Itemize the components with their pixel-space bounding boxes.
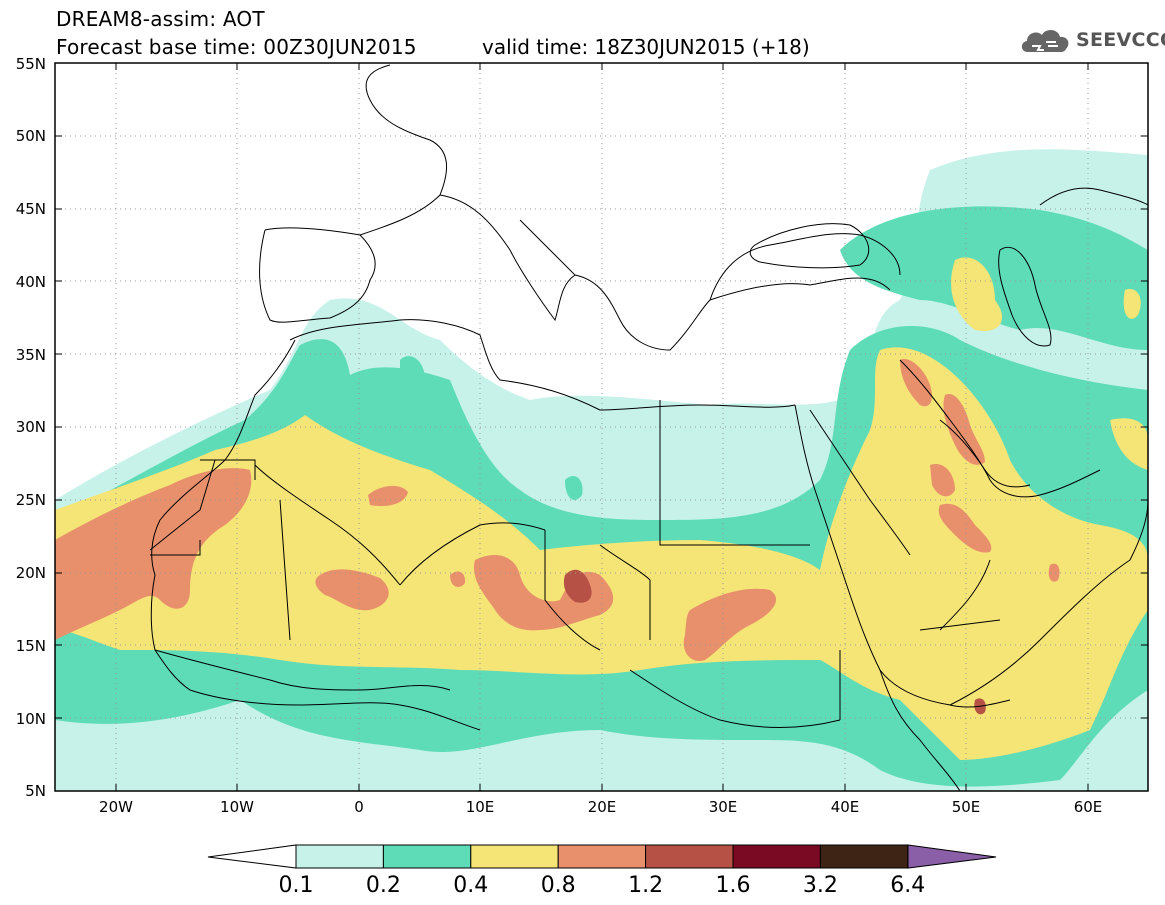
lon-label: 10E xyxy=(466,798,495,816)
colorbar-segment xyxy=(471,845,558,868)
lat-label: 40N xyxy=(16,273,46,291)
colorbar-segment xyxy=(733,845,820,868)
lon-label: 10W xyxy=(220,798,254,816)
longitude-labels: 20W 10W 0 10E 20E 30E 40E 50E 60E xyxy=(99,798,1102,816)
latitude-labels: 55N 50N 45N 40N 35N 30N 25N 20N 15N 10N … xyxy=(16,55,46,800)
lat-label: 20N xyxy=(16,564,46,582)
colorbar-label: 0.4 xyxy=(453,873,488,898)
lat-label: 55N xyxy=(16,55,46,73)
colorbar-label: 0.8 xyxy=(541,873,576,898)
colorbar-segment xyxy=(383,845,470,868)
lon-label: 20E xyxy=(588,798,617,816)
aot-field xyxy=(55,63,1148,791)
lon-label: 20W xyxy=(99,798,133,816)
lon-label: 50E xyxy=(952,798,981,816)
lon-label: 30E xyxy=(709,798,738,816)
colorbar-segment xyxy=(296,845,383,868)
lon-label: 0 xyxy=(354,798,364,816)
colorbar-label: 6.4 xyxy=(890,873,925,898)
colorbar-label: 0.1 xyxy=(279,873,314,898)
lat-label: 10N xyxy=(16,710,46,728)
colorbar-label: 3.2 xyxy=(803,873,838,898)
colorbar: 0.1 0.2 0.4 0.8 1.2 1.6 3.2 6.4 xyxy=(208,845,996,898)
lon-label: 60E xyxy=(1074,798,1103,816)
lat-label: 45N xyxy=(16,200,46,218)
colorbar-label: 0.2 xyxy=(366,873,401,898)
colorbar-under-arrow xyxy=(208,845,296,868)
lat-label: 25N xyxy=(16,491,46,509)
lon-label: 40E xyxy=(831,798,860,816)
colorbar-segment xyxy=(558,845,645,868)
lat-label: 30N xyxy=(16,418,46,436)
colorbar-label: 1.2 xyxy=(628,873,663,898)
lat-label: 5N xyxy=(25,782,46,800)
colorbar-segment xyxy=(646,845,733,868)
colorbar-segment xyxy=(820,845,907,868)
lat-label: 15N xyxy=(16,637,46,655)
lat-label: 50N xyxy=(16,127,46,145)
colorbar-over-arrow xyxy=(908,845,996,868)
colorbar-label: 1.6 xyxy=(716,873,751,898)
lat-label: 35N xyxy=(16,346,46,364)
